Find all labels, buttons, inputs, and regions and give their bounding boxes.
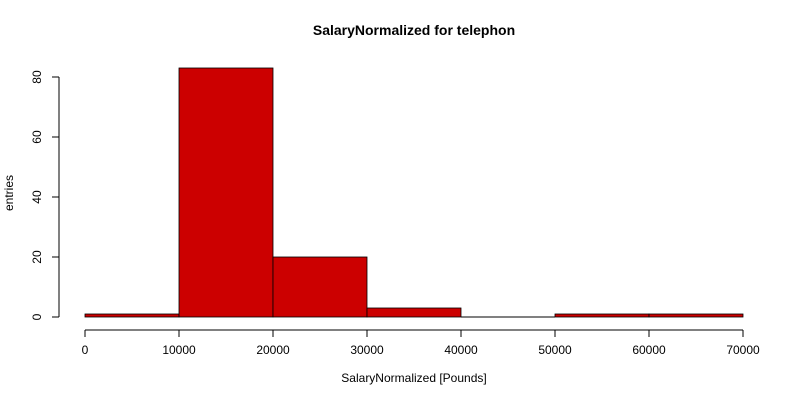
bars-group [84, 67, 744, 318]
y-axis-label: entries [2, 175, 16, 211]
y-tick-label: 0 [30, 313, 44, 320]
chart-title: SalaryNormalized for telephon [313, 22, 515, 38]
histogram-bar [648, 313, 744, 318]
y-tick-label: 40 [30, 190, 44, 204]
histogram-bar [178, 67, 274, 318]
y-tick-label: 20 [30, 250, 44, 264]
histogram-bar [84, 313, 180, 318]
x-tick-label: 0 [82, 343, 89, 357]
y-axis: 0 20 40 60 80 [30, 70, 60, 320]
x-tick-label: 30000 [350, 343, 384, 357]
x-tick-label: 10000 [162, 343, 196, 357]
x-tick-label: 70000 [726, 343, 760, 357]
y-tick-label: 80 [30, 70, 44, 84]
histogram-bar [554, 313, 650, 318]
x-axis-label: SalaryNormalized [Pounds] [341, 371, 486, 385]
x-tick-label: 60000 [632, 343, 666, 357]
x-tick-label: 50000 [538, 343, 572, 357]
histogram-bar [272, 256, 368, 318]
x-axis: 0 10000 20000 30000 40000 50000 60000 70000 [82, 329, 760, 357]
y-tick-label: 60 [30, 130, 44, 144]
x-tick-label: 40000 [444, 343, 478, 357]
x-tick-label: 20000 [256, 343, 290, 357]
histogram-bar [366, 307, 462, 318]
